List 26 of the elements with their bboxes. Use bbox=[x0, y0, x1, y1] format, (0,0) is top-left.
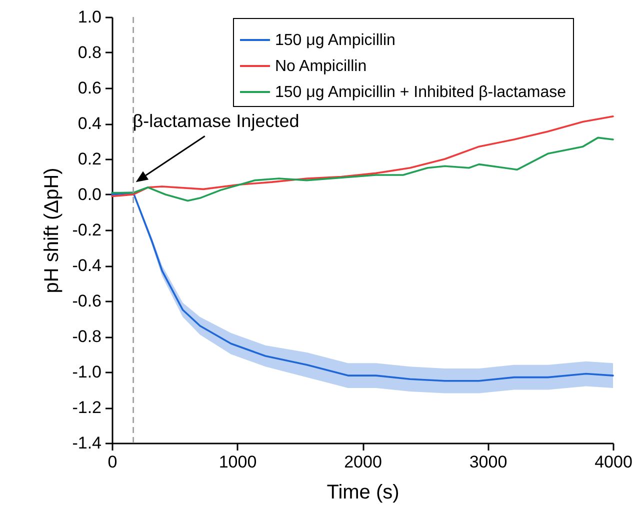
x-tick-label: 4000 bbox=[594, 452, 632, 472]
y-tick-label: -1.0 bbox=[72, 362, 102, 382]
legend-label: 150 μg Ampicillin + Inhibited β-lactamase bbox=[275, 84, 566, 101]
y-tick-label: 0.8 bbox=[78, 43, 102, 62]
line-series bbox=[111, 136, 614, 202]
y-tick-label: 0.2 bbox=[78, 150, 102, 168]
x-tick-label: 0 bbox=[108, 452, 118, 472]
x-tick-label: 1000 bbox=[218, 452, 257, 472]
legend-label: No Ampicillin bbox=[275, 58, 367, 75]
y-tick-label: -0.2 bbox=[72, 220, 102, 240]
y-tick-label: -1.2 bbox=[72, 398, 102, 417]
y-tick-label: 0.0 bbox=[78, 185, 102, 204]
legend-label: 150 μg Ampicillin bbox=[275, 32, 396, 49]
x-tick-label: 2000 bbox=[344, 452, 382, 472]
line-series bbox=[111, 116, 614, 198]
y-tick-label: -1.4 bbox=[72, 434, 102, 452]
x-axis-title: Time (s) bbox=[326, 482, 400, 504]
y-axis-title: pH shift (ΔpH) bbox=[41, 168, 64, 294]
y-tick-label: 1.0 bbox=[78, 8, 102, 26]
y-tick-label: -0.8 bbox=[72, 327, 102, 346]
y-tick-label: -0.6 bbox=[72, 292, 102, 310]
annotation: β-lactamase Injected bbox=[132, 111, 300, 132]
y-tick-label: 0.6 bbox=[78, 78, 102, 98]
y-tick-label: 0.4 bbox=[78, 114, 102, 133]
x-tick-label: 3000 bbox=[469, 452, 508, 472]
y-tick-label: -0.4 bbox=[72, 256, 102, 275]
